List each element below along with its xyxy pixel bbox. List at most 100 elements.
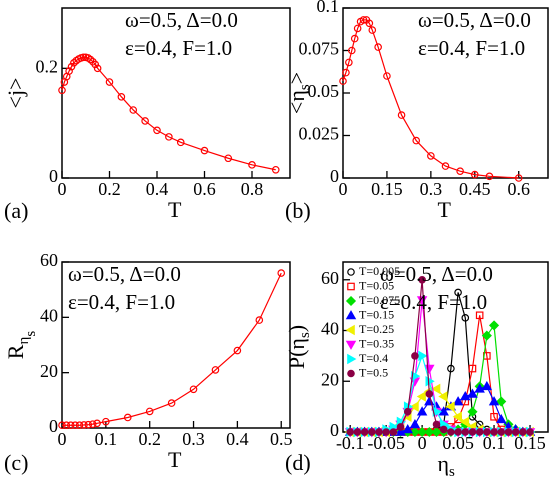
marker xyxy=(475,311,484,320)
marker xyxy=(66,421,75,430)
marker xyxy=(360,428,369,436)
x-axis-label: T xyxy=(438,197,452,222)
y-tick-label: 0.025 xyxy=(299,124,340,144)
marker xyxy=(67,62,76,71)
legend-label: T=0.4 xyxy=(359,351,388,365)
marker xyxy=(402,424,413,434)
marker xyxy=(65,67,73,75)
legend-marker xyxy=(347,268,355,276)
x-tick-label: 0 xyxy=(58,429,67,449)
marker xyxy=(452,396,464,406)
marker xyxy=(454,428,462,436)
y-tick-label: 0.05 xyxy=(308,81,340,101)
marker xyxy=(71,421,79,430)
series-line xyxy=(61,56,276,171)
marker xyxy=(374,43,382,51)
marker xyxy=(397,111,406,119)
marker xyxy=(353,24,362,33)
marker xyxy=(427,152,435,160)
annotation: ε=0.4, F=1.0 xyxy=(418,36,525,60)
marker xyxy=(248,161,256,169)
marker xyxy=(382,428,390,436)
y-axis-label-part: <η xyxy=(284,90,309,114)
marker xyxy=(483,428,491,436)
marker xyxy=(438,391,448,402)
marker xyxy=(345,58,353,67)
y-axis-label-part: R xyxy=(3,344,28,359)
marker xyxy=(277,269,286,277)
panel: 0 0.1 0.2 0.3 0.4 0.5 0 20 40 60 ω=0.5, Δ=0.0 ε=0.4… xyxy=(3,250,292,475)
panel-label: (c) xyxy=(4,450,28,475)
y-axis-label: <j> xyxy=(3,78,28,109)
annotation: ε=0.4, F=1.0 xyxy=(380,290,487,314)
legend-marker xyxy=(347,369,355,378)
legend-marker xyxy=(345,295,357,307)
marker xyxy=(481,380,493,391)
x-tick-label: 0.1 xyxy=(95,429,118,449)
marker xyxy=(467,388,478,398)
marker xyxy=(447,428,455,436)
x-tick-label: 0.6 xyxy=(507,179,530,199)
panel-label: (b) xyxy=(285,198,311,223)
marker xyxy=(490,428,498,436)
panel-label: (a) xyxy=(4,198,28,223)
legend-marker xyxy=(347,282,355,291)
x-tick-label: 0.4 xyxy=(226,429,249,449)
marker xyxy=(431,383,441,395)
marker xyxy=(416,391,426,402)
marker xyxy=(432,420,441,429)
marker xyxy=(75,421,84,430)
marker xyxy=(79,53,88,62)
x-axis-label-part: T xyxy=(438,197,452,222)
marker xyxy=(176,138,185,147)
legend-label: T=0.25 xyxy=(359,322,394,336)
marker xyxy=(396,423,405,431)
y-tick-label: 60 xyxy=(40,250,58,270)
marker xyxy=(452,411,462,423)
y-tick-label: 20 xyxy=(321,369,339,389)
x-axis-label: T xyxy=(168,447,182,472)
y-tick-label: 40 xyxy=(321,319,339,339)
annotation: ω=0.5, Δ=0.0 xyxy=(418,8,531,32)
x-axis-label-part: T xyxy=(168,197,182,222)
marker xyxy=(102,417,110,426)
marker xyxy=(468,364,477,373)
marker xyxy=(58,86,66,95)
marker xyxy=(368,26,377,34)
marker xyxy=(461,428,470,436)
marker xyxy=(117,93,126,101)
annotation: ω=0.5, Δ=0.0 xyxy=(380,262,493,286)
y-axis-label-part: P(η xyxy=(284,338,309,369)
x-tick-label: 0.05 xyxy=(442,433,474,453)
legend-label: T=0.075 xyxy=(359,293,400,307)
marker xyxy=(526,428,534,436)
marker xyxy=(454,288,462,297)
marker xyxy=(211,366,220,374)
marker xyxy=(347,46,356,55)
x-axis-label-part: η xyxy=(438,451,450,476)
marker xyxy=(409,401,419,412)
x-tick-label: 0.15 xyxy=(514,433,546,453)
legend-label: T=0.15 xyxy=(359,307,394,321)
marker xyxy=(418,275,426,284)
annotation: ω=0.5, Δ=0.0 xyxy=(125,8,238,32)
marker xyxy=(167,399,176,407)
legend-label: T=0.35 xyxy=(359,336,394,350)
y-axis-label-part: η xyxy=(16,337,32,345)
marker xyxy=(441,162,450,170)
marker xyxy=(86,55,95,64)
y-axis-label-part: <j> xyxy=(3,78,28,109)
marker xyxy=(189,385,198,394)
marker xyxy=(271,165,280,174)
marker xyxy=(411,352,419,360)
marker xyxy=(145,407,154,416)
marker xyxy=(456,167,464,176)
series-line xyxy=(342,19,519,179)
x-tick-label: 0.5 xyxy=(270,429,293,449)
marker xyxy=(165,133,173,141)
marker xyxy=(224,154,233,163)
marker xyxy=(93,419,101,428)
y-axis-label-part: s xyxy=(297,332,313,338)
y-tick-label: 0 xyxy=(49,416,58,436)
marker xyxy=(519,428,527,436)
